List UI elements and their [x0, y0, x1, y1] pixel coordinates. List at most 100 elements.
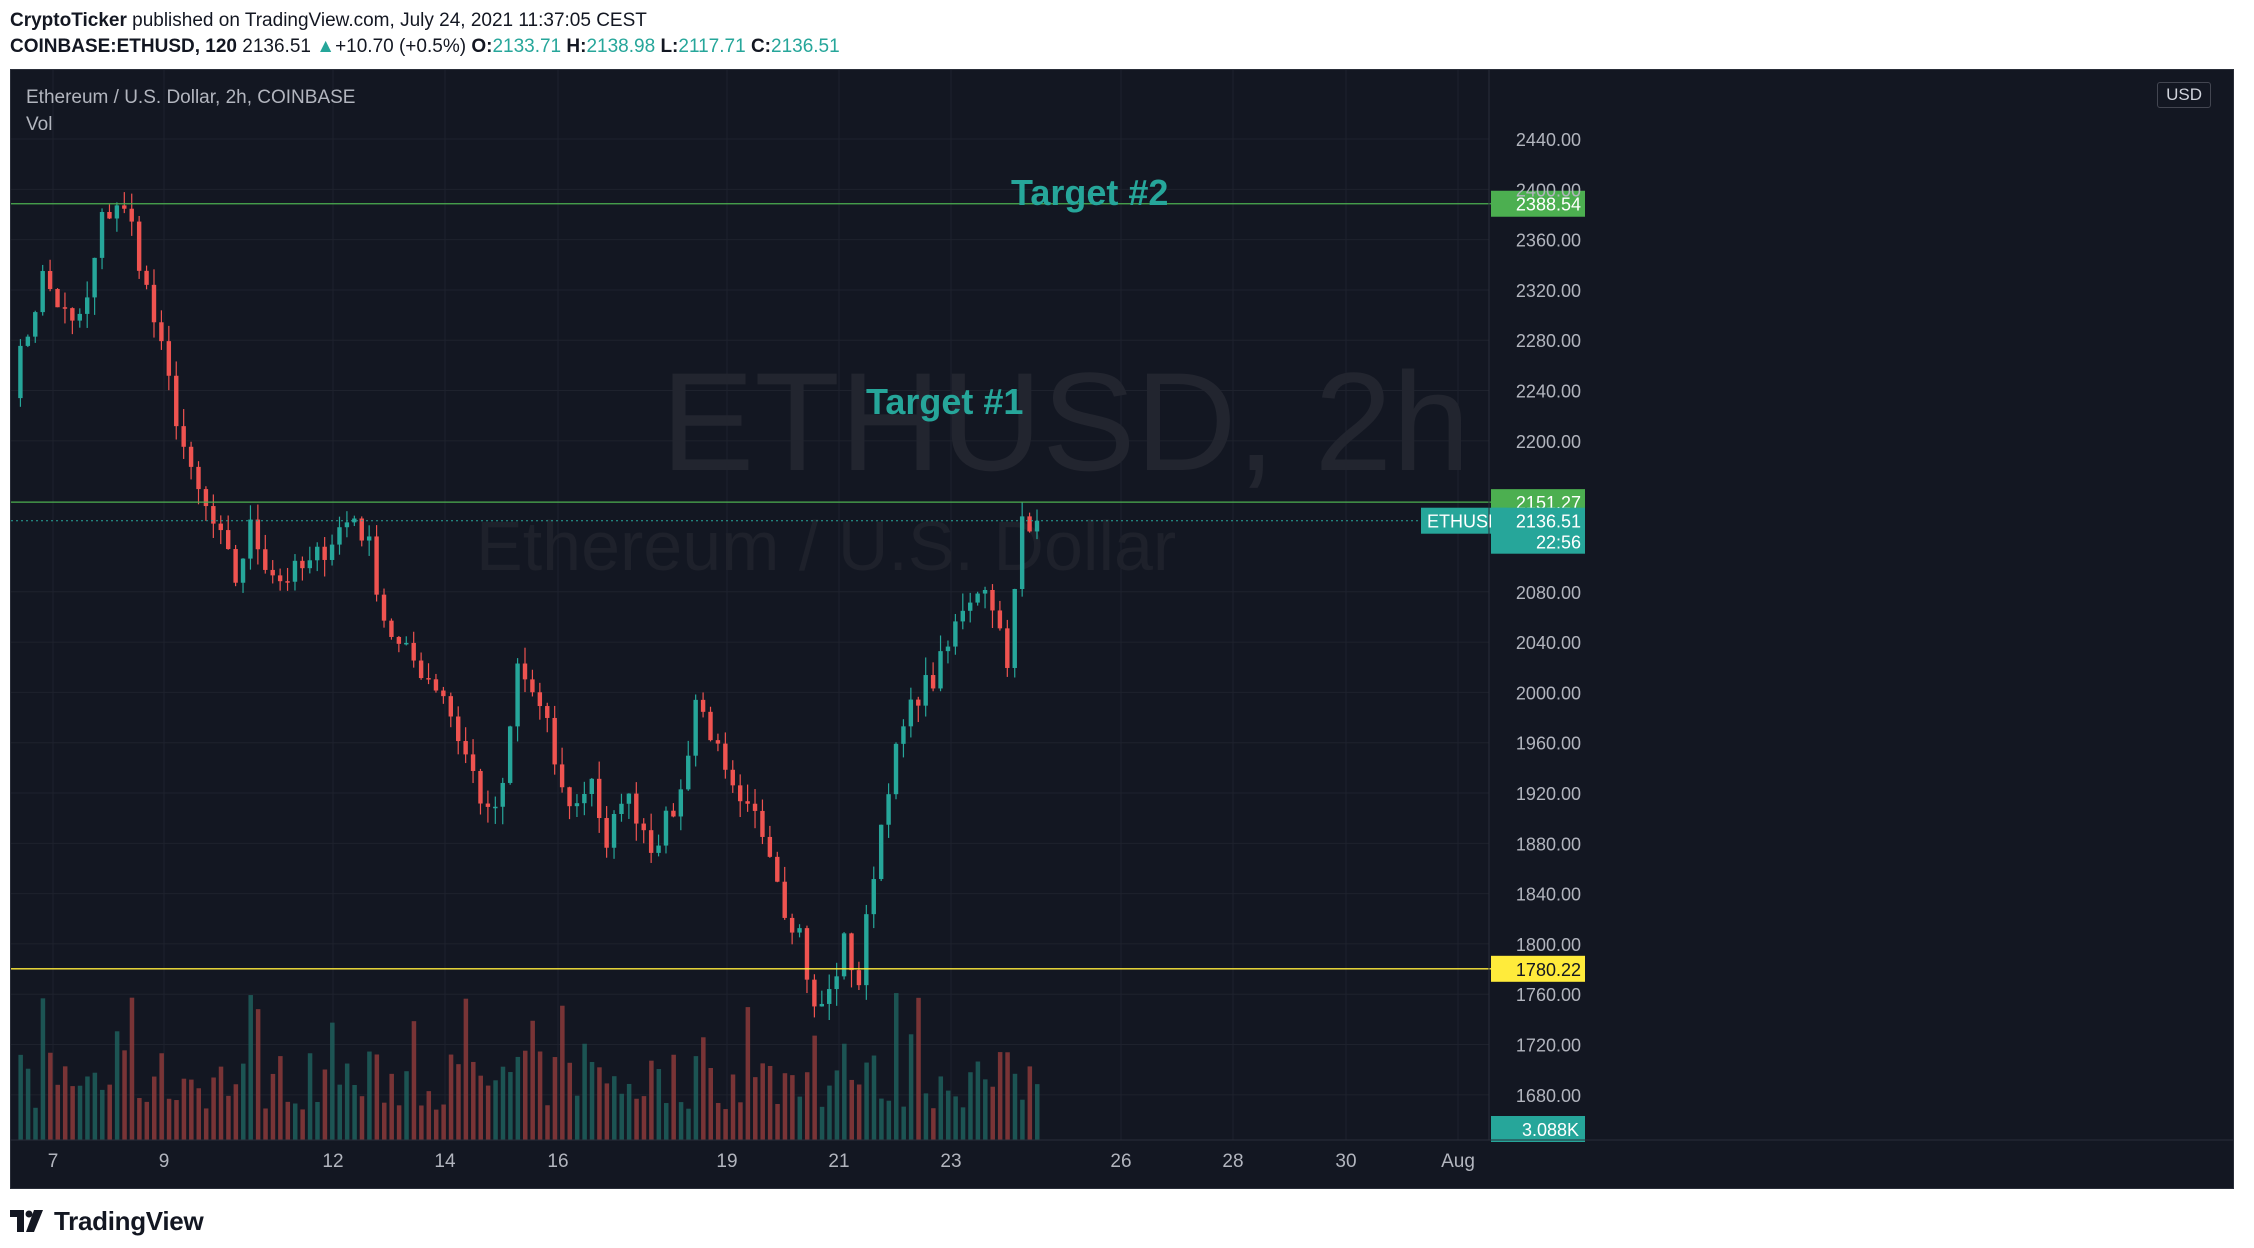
- y-tick-label: 1800.00: [1516, 935, 1581, 955]
- volume-bar: [738, 1102, 743, 1140]
- candle-body: [493, 806, 498, 809]
- volume-bar: [307, 1053, 313, 1140]
- volume-bar: [523, 1050, 528, 1140]
- volume-bar: [55, 1084, 61, 1140]
- volume-bar: [433, 1109, 439, 1140]
- volume-bar: [641, 1096, 647, 1140]
- y-tick-label: 2280.00: [1516, 331, 1581, 351]
- y-tick-label: 2080.00: [1516, 583, 1581, 603]
- volume-bar: [25, 1068, 31, 1140]
- candle-body: [938, 651, 943, 689]
- volume-bar: [263, 1108, 268, 1140]
- candle-body: [62, 307, 68, 309]
- candle-body: [144, 270, 149, 285]
- volume-bar: [352, 1085, 357, 1140]
- candle-body: [389, 620, 394, 637]
- volume-bar: [471, 1061, 476, 1140]
- volume-bar: [619, 1093, 624, 1140]
- candle-body: [285, 581, 290, 583]
- candle-body: [960, 610, 965, 622]
- y-tick-label: 2400.00: [1516, 180, 1581, 200]
- low-value: 2117.71: [678, 36, 746, 57]
- volume-bar: [211, 1077, 216, 1140]
- candle-body: [930, 675, 936, 689]
- candle-body: [574, 803, 580, 807]
- candle-body: [441, 690, 446, 697]
- volume-bar: [945, 1090, 951, 1140]
- candle-body: [834, 976, 839, 990]
- volume-bar: [226, 1095, 231, 1140]
- volume-bar: [62, 1066, 68, 1140]
- candle-body: [849, 933, 854, 971]
- candle-body: [700, 699, 706, 712]
- volume-bar: [1005, 1052, 1010, 1140]
- countdown-label: 22:56: [1536, 533, 1581, 553]
- candle-body: [322, 546, 327, 560]
- candle-body: [589, 778, 594, 794]
- volume-bar: [456, 1064, 461, 1140]
- volume-bar: [122, 1050, 127, 1140]
- volume-bar: [151, 1076, 157, 1140]
- candle-body: [359, 518, 364, 541]
- candle-body: [856, 970, 862, 986]
- currency-button[interactable]: USD: [2157, 82, 2211, 108]
- volume-bar: [300, 1109, 305, 1140]
- candle-body: [456, 716, 461, 742]
- candle-body: [55, 289, 60, 308]
- volume-bar: [70, 1086, 75, 1140]
- volume-bar: [196, 1088, 202, 1140]
- legend-volume: Vol: [26, 114, 53, 135]
- level-price-tag: [1491, 955, 1585, 982]
- candle-body: [352, 518, 357, 523]
- volume-bar: [48, 1052, 53, 1140]
- candle-body: [975, 593, 980, 603]
- volume-bar: [218, 1066, 224, 1140]
- volume-bar: [753, 1077, 758, 1140]
- volume-bar: [574, 1095, 580, 1140]
- chart-panel[interactable]: ETHUSD, 2h Ethereum / U.S. Dollar 2388.54 2…: [10, 69, 2234, 1189]
- candle-body: [552, 717, 557, 765]
- candle-body: [448, 696, 453, 717]
- candle-body: [329, 544, 335, 560]
- candle-body: [107, 212, 112, 219]
- candle-body: [1034, 520, 1040, 532]
- volume-bar: [626, 1083, 632, 1140]
- candle-body: [597, 778, 602, 819]
- candle-body: [77, 313, 82, 321]
- y-tick-label: 2200.00: [1516, 432, 1581, 452]
- volume-bar: [508, 1072, 513, 1140]
- volume-bar: [77, 1085, 83, 1140]
- volume-bar: [597, 1067, 602, 1140]
- volume-bar: [552, 1057, 558, 1140]
- volume-bar: [560, 1005, 565, 1140]
- volume-bar: [871, 1055, 877, 1140]
- volume-bar: [886, 1100, 892, 1140]
- x-tick-label: 14: [434, 1151, 456, 1172]
- candle-body: [18, 345, 23, 399]
- candle-body: [92, 257, 97, 298]
- volume-bar: [411, 1021, 417, 1140]
- volume-bar: [612, 1076, 617, 1140]
- volume-bar: [426, 1091, 432, 1140]
- symbol-label: COINBASE:ETHUSD, 120: [10, 36, 237, 57]
- volume-bar: [916, 997, 921, 1140]
- volume-bar: [671, 1054, 676, 1140]
- volume-bar: [775, 1103, 780, 1140]
- level-price-label: 1780.22: [1516, 960, 1581, 980]
- volume-bar: [33, 1107, 38, 1140]
- candle-body: [218, 523, 223, 531]
- volume-bar: [723, 1109, 728, 1140]
- volume-bar: [834, 1070, 840, 1140]
- volume-bar: [448, 1054, 454, 1140]
- y-tick-label: 1960.00: [1516, 734, 1581, 754]
- volume-bar: [797, 1096, 803, 1140]
- volume-bar: [908, 1034, 914, 1140]
- y-tick-label: 2360.00: [1516, 231, 1581, 251]
- volume-bar: [166, 1098, 172, 1140]
- up-triangle-icon: ▲: [316, 36, 336, 57]
- volume-bar: [582, 1043, 587, 1140]
- volume-bar: [478, 1075, 483, 1140]
- candle-body: [300, 560, 305, 569]
- volume-bar: [649, 1060, 654, 1140]
